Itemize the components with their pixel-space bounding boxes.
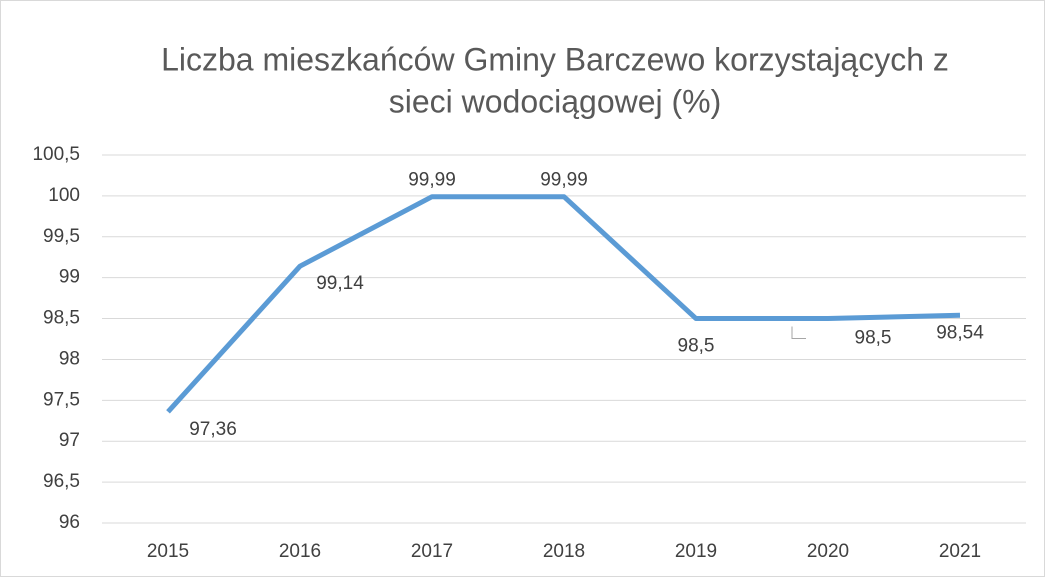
x-tick-label: 2016: [279, 541, 321, 562]
y-tick-label: 96: [59, 512, 80, 533]
chart-title: Liczba mieszkańców Gminy Barczewo korzys…: [161, 41, 949, 77]
y-tick-label: 96,5: [43, 471, 80, 492]
y-tick-label: 98,5: [43, 308, 80, 329]
x-tick-label: 2020: [807, 541, 849, 562]
line-series: [166, 194, 961, 414]
data-label: 98,54: [936, 322, 984, 343]
y-tick-label: 98: [59, 348, 80, 369]
data-label: 97,36: [189, 419, 237, 440]
y-tick-label: 97: [59, 430, 80, 451]
leader-line: [791, 326, 806, 340]
x-tick-label: 2019: [675, 541, 717, 562]
data-label: 98,5: [678, 336, 715, 357]
y-tick-label: 97,5: [43, 389, 80, 410]
y-tick-label: 99,5: [43, 226, 80, 247]
y-tick-label: 99: [59, 267, 80, 288]
data-label: 99,14: [316, 273, 364, 294]
data-label: 99,99: [408, 170, 456, 191]
chart-title: sieci wodociągowej (%): [389, 83, 722, 119]
data-label: 98,5: [855, 328, 892, 349]
x-tick-label: 2021: [939, 541, 981, 562]
data-label: 99,99: [540, 170, 588, 191]
y-tick-label: 100: [48, 185, 80, 206]
x-tick-label: 2015: [147, 541, 189, 562]
y-tick-label: 100,5: [32, 144, 80, 165]
x-tick-label: 2018: [543, 541, 585, 562]
x-tick-label: 2017: [411, 541, 453, 562]
